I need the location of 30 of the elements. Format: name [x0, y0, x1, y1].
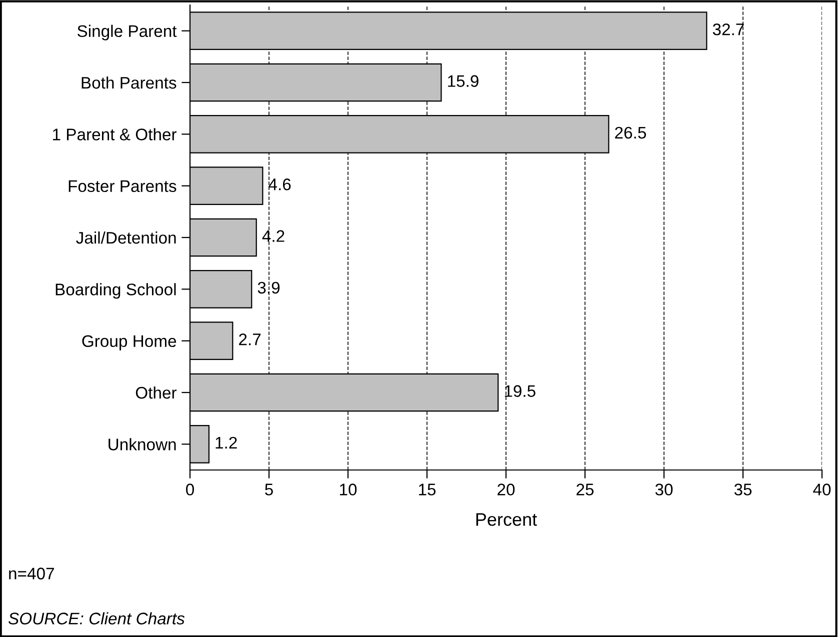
- x-tick-label: 10: [340, 484, 357, 496]
- data-label: 19.5: [504, 385, 536, 397]
- x-tick-label: 15: [419, 484, 436, 496]
- y-tick-label: Unknown: [108, 438, 176, 450]
- data-label: 26.5: [615, 126, 646, 139]
- y-tick-label: Jail/Detention: [76, 231, 176, 244]
- x-tick-label: 5: [265, 484, 273, 496]
- x-tick-label: 0: [186, 484, 194, 496]
- y-tick-label: Boarding School: [56, 283, 176, 299]
- data-label: 32.7: [712, 24, 744, 36]
- data-label: 4.6: [268, 178, 291, 190]
- data-label: 3.9: [258, 282, 280, 294]
- text: n=407: [9, 568, 54, 580]
- y-tick-label: 1 Parent & Other: [53, 128, 177, 140]
- y-tick-label: Single Parent: [78, 24, 177, 40]
- data-label: 15.9: [448, 75, 478, 87]
- y-tick-label: Foster Parents: [68, 180, 176, 192]
- x-tick-label: 20: [498, 484, 515, 496]
- y-tick-label: Group Home: [82, 335, 176, 350]
- x-tick-label: 30: [655, 484, 673, 496]
- x-tick-label: 35: [734, 484, 752, 496]
- source-note: SOURCE: Client Charts: [8, 612, 185, 624]
- x-tick-label: 25: [576, 484, 594, 496]
- x-tick-label: 40: [813, 484, 831, 496]
- y-tick-label: Both Parents: [82, 76, 176, 89]
- data-label: 4.2: [262, 230, 284, 242]
- data-label: 1.2: [216, 436, 237, 448]
- x-axis-title: Percent: [476, 513, 537, 526]
- data-label: 2.7: [239, 334, 261, 346]
- y-tick-label: Other: [136, 386, 177, 399]
